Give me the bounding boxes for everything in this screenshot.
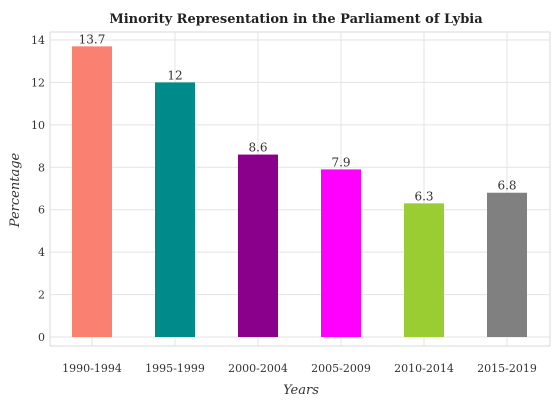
bar-value-label: 6.8 [497,179,516,193]
y-tick-label: 6 [38,204,45,217]
x-tick-label: 2010-2014 [394,362,454,375]
bar-1990-1994 [72,46,112,337]
x-tick-label: 2000-2004 [228,362,288,375]
y-axis-title: Percentage [8,152,23,228]
bar-value-label: 12 [167,68,182,82]
grid-lines [49,31,551,347]
x-tick-label: 2005-2009 [311,362,371,375]
bar-value-label: 8.6 [248,141,267,155]
bar-2015-2019 [487,192,527,337]
x-axis-ticks: 1990-1994 1995-1999 2000-2004 2005-2009 2010… [62,362,537,375]
y-tick-label: 4 [38,246,45,259]
chart-title: Minority Representation in the Parliamen… [109,12,483,27]
y-tick-label: 2 [38,289,45,302]
y-tick-label: 8 [38,161,45,174]
bar-value-label: 13.7 [79,32,106,46]
bars [72,46,527,337]
bar-2010-2014 [404,203,444,337]
y-tick-label: 0 [38,331,45,344]
bar-value-label: 7.9 [331,155,350,169]
x-tick-label: 1995-1999 [145,362,205,375]
x-tick-label: 2015-2019 [477,362,537,375]
bar-2000-2004 [238,154,278,337]
plot-area [49,31,551,347]
y-tick-label: 10 [31,119,45,132]
y-axis-ticks: 0 2 4 6 8 10 12 14 [31,34,45,344]
y-tick-label: 14 [31,34,45,47]
x-axis-title: Years [283,383,319,398]
y-tick-label: 12 [31,76,45,89]
x-tick-label: 1990-1994 [62,362,122,375]
bar-value-labels: 13.7 12 8.6 7.9 6.3 6.8 [79,32,517,203]
bar-value-label: 6.3 [414,189,433,203]
bar-1995-1999 [155,82,195,337]
bar-2005-2009 [321,169,361,337]
